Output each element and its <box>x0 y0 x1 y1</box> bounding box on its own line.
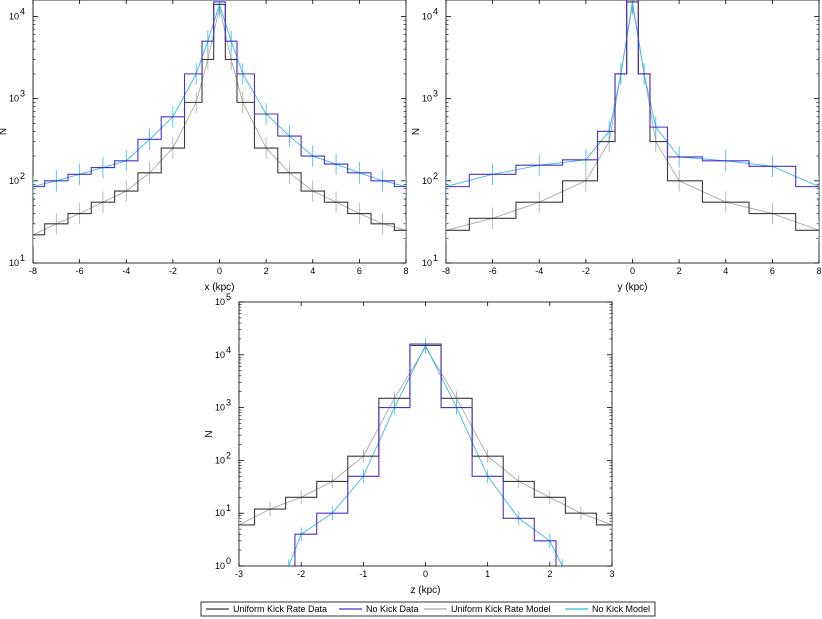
series-layer <box>33 0 406 246</box>
legend-label-uniform-model: Uniform Kick Rate Model <box>451 604 551 614</box>
series-uniform-kick-rate-model-line <box>239 346 612 526</box>
x-tick-label: 3 <box>609 569 614 579</box>
x-tick-label: 0 <box>423 569 428 579</box>
series-uniform-kick-rate-model-line <box>33 6 406 236</box>
x-tick-label: 0 <box>217 266 222 276</box>
y-tick-exponent: 3 <box>20 89 25 99</box>
y-tick-label: 10 <box>422 258 432 268</box>
x-tick-label: 2 <box>264 266 269 276</box>
y-tick-exponent: 3 <box>433 89 438 99</box>
series-uniform-kick-rate-data-line <box>446 1 819 231</box>
x-tick-label: -2 <box>169 266 177 276</box>
series-no-kick-model-line <box>446 1 819 188</box>
y-tick-label: 10 <box>9 94 19 104</box>
x-tick-label: -6 <box>76 266 84 276</box>
series-layer <box>239 338 612 566</box>
legend-label-nokick-model: No Kick Model <box>592 604 650 614</box>
series-layer <box>446 0 819 242</box>
x-axis-label: x (kpc) <box>205 282 235 293</box>
legend-label-nokick-data: No Kick Data <box>366 604 419 614</box>
x-axis-label: y (kpc) <box>618 282 648 293</box>
legend: Uniform Kick Rate Data No Kick Data Unif… <box>200 601 656 617</box>
x-tick-label: 1 <box>485 569 490 579</box>
plot-frame <box>445 0 820 264</box>
x-tick-label: 4 <box>310 266 315 276</box>
series-uniform-kick-rate-model-line <box>446 4 819 231</box>
x-tick-label: -1 <box>359 569 367 579</box>
x-tick-label: -8 <box>29 266 37 276</box>
x-tick-label: 2 <box>547 569 552 579</box>
y-tick-exponent: 4 <box>226 345 231 355</box>
y-tick-label: 10 <box>9 11 19 21</box>
y-tick-label: 10 <box>422 176 432 186</box>
series-no-kick-data-line <box>446 0 819 188</box>
y-tick-exponent: 5 <box>226 292 231 302</box>
y-tick-label: 10 <box>215 508 225 518</box>
x-tick-label: -6 <box>489 266 497 276</box>
y-tick-exponent: 2 <box>226 450 231 460</box>
x-tick-label: -2 <box>297 569 305 579</box>
y-tick-exponent: 4 <box>20 6 25 16</box>
y-tick-exponent: 2 <box>433 171 438 181</box>
y-tick-label: 10 <box>9 176 19 186</box>
y-tick-label: 10 <box>422 94 432 104</box>
x-tick-label: -2 <box>582 266 590 276</box>
y-axis-label: N <box>0 128 9 135</box>
y-tick-exponent: 4 <box>433 6 438 16</box>
y-tick-label: 10 <box>215 403 225 413</box>
series-no-kick-data-line <box>33 1 406 188</box>
series-no-kick-model-line <box>33 2 406 188</box>
series-uniform-kick-rate-data-line <box>239 344 612 526</box>
y-tick-label: 10 <box>215 297 225 307</box>
x-tick-label: 8 <box>816 266 821 276</box>
y-axis-label: N <box>204 430 215 437</box>
x-tick-label: -3 <box>235 569 243 579</box>
y-tick-label: 10 <box>215 350 225 360</box>
x-tick-label: -4 <box>535 266 543 276</box>
y-tick-label: 10 <box>215 561 225 571</box>
y-tick-exponent: 1 <box>226 503 231 513</box>
y-axis-label: N <box>411 128 422 135</box>
y-tick-exponent: 1 <box>20 253 25 263</box>
legend-label-uniform-data: Uniform Kick Rate Data <box>233 604 327 614</box>
x-tick-label: -4 <box>122 266 130 276</box>
y-tick-exponent: 2 <box>20 171 25 181</box>
y-tick-exponent: 3 <box>226 398 231 408</box>
x-tick-label: 2 <box>677 266 682 276</box>
series-no-kick-data-line <box>288 343 563 566</box>
x-tick-label: 6 <box>357 266 362 276</box>
plot-frame <box>32 0 407 264</box>
x-tick-label: 4 <box>723 266 728 276</box>
x-tick-label: -8 <box>442 266 450 276</box>
y-tick-label: 10 <box>422 11 432 21</box>
x-axis-label: z (kpc) <box>411 585 441 596</box>
x-tick-label: 0 <box>630 266 635 276</box>
x-tick-label: 8 <box>403 266 408 276</box>
series-no-kick-model-line <box>288 344 563 566</box>
y-tick-exponent: 0 <box>226 556 231 566</box>
x-tick-label: 6 <box>770 266 775 276</box>
series-uniform-kick-rate-data-line <box>33 3 406 236</box>
y-tick-label: 10 <box>9 258 19 268</box>
y-tick-exponent: 1 <box>433 253 438 263</box>
y-tick-label: 10 <box>215 455 225 465</box>
